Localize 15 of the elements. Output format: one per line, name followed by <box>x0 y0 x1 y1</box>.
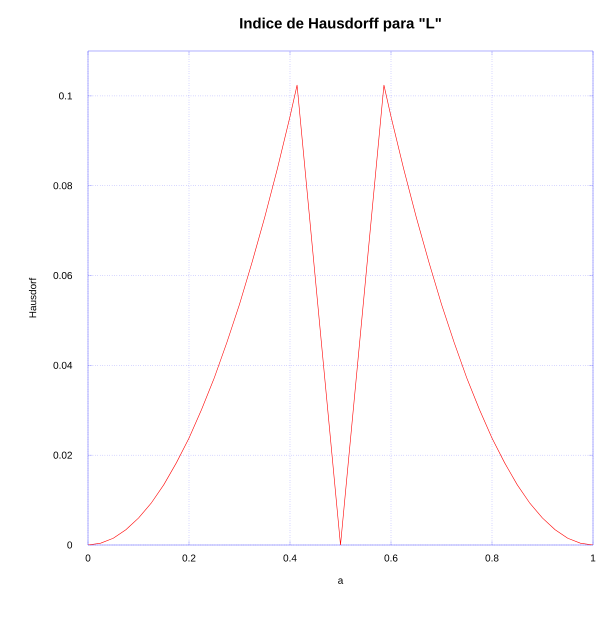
y-tick-label: 0 <box>67 541 72 549</box>
x-tick-label: 0.2 <box>182 554 196 562</box>
y-tick-label: 0.06 <box>53 272 72 280</box>
y-axis-title: Hausdorf <box>28 278 36 318</box>
y-tick-label: 0.02 <box>53 452 72 459</box>
y-tick-label: 0.08 <box>53 182 72 190</box>
chart-title: Indice de Hausdorff para "L" <box>240 18 441 32</box>
x-tick-label: 0.4 <box>283 554 297 562</box>
x-axis-title: a <box>338 578 344 584</box>
y-tick-label: 0.1 <box>59 92 72 100</box>
y-tick-label: 0.04 <box>53 362 72 369</box>
x-tick-label: 0 <box>86 554 90 562</box>
x-tick-label: 0.6 <box>384 554 398 562</box>
x-tick-label: 0.8 <box>485 554 498 562</box>
x-tick-label: 1 <box>591 554 596 562</box>
